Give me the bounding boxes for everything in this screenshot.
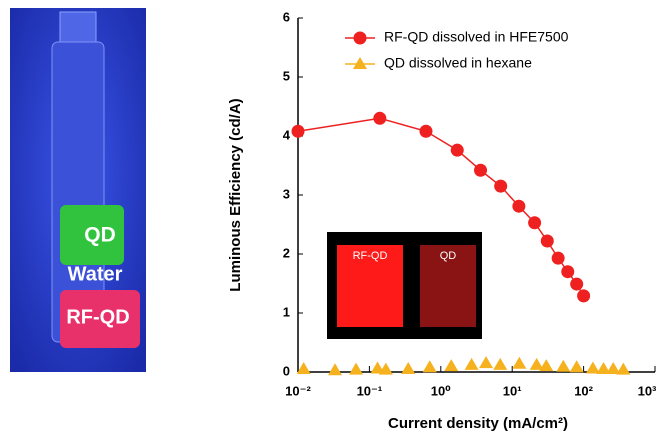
x-tick-label: 10⁻¹ [357, 383, 383, 398]
y-tick-label: 6 [283, 9, 290, 24]
data-point [570, 278, 583, 291]
legend-label: QD dissolved in hexane [384, 55, 532, 71]
y-tick-label: 4 [283, 127, 291, 142]
data-point [465, 358, 479, 370]
data-point [493, 358, 507, 370]
data-point [616, 363, 630, 375]
legend-label: RF-QD dissolved in HFE7500 [384, 29, 569, 45]
inset-label: QD [440, 250, 457, 262]
inset-label: RF-QD [353, 250, 388, 262]
x-tick-label: 10² [574, 383, 593, 398]
data-point [541, 235, 554, 248]
x-tick-label: 10⁻² [285, 383, 311, 398]
data-point [512, 200, 525, 213]
photo-label: Water [68, 263, 123, 285]
data-point [297, 362, 311, 374]
data-point [586, 361, 600, 373]
x-tick-label: 10³ [638, 383, 657, 398]
data-point [474, 164, 487, 177]
y-tick-label: 3 [283, 186, 290, 201]
photo: QD Water RF-QD [10, 8, 146, 372]
inset: RF-QD QD [327, 232, 482, 339]
data-point [373, 112, 386, 125]
y-tick-label: 5 [283, 68, 290, 83]
data-point [556, 360, 570, 372]
vial-cap [60, 12, 96, 42]
data-point [328, 363, 342, 375]
data-point [444, 359, 458, 371]
x-axis-label: Current density (mA/cm²) [388, 415, 568, 432]
x-tick-label: 10⁰ [431, 383, 451, 398]
y-tick-label: 0 [283, 363, 290, 378]
data-point [539, 359, 553, 371]
x-tick-label: 10¹ [503, 383, 522, 398]
y-axis-label: Luminous Efficiency (cd/A) [227, 98, 244, 291]
data-point [577, 289, 590, 302]
data-point [423, 360, 437, 372]
y-tick-label: 1 [283, 304, 290, 319]
photo-label: RF-QD [66, 306, 129, 328]
y-tick-label: 2 [283, 245, 290, 260]
data-point [451, 144, 464, 157]
data-point [349, 363, 363, 375]
data-point [419, 125, 432, 138]
data-point [512, 357, 526, 369]
data-point [494, 180, 507, 193]
photo-label: QD [84, 224, 116, 247]
legend-marker [353, 57, 367, 69]
data-point [292, 125, 305, 138]
legend-marker [354, 32, 367, 45]
data-point [401, 362, 415, 374]
data-point [552, 252, 565, 265]
figure: QD Water RF-QD RF-QD QD Luminous Efficie… [0, 0, 663, 439]
data-point [570, 360, 584, 372]
data-point [479, 356, 493, 368]
data-point [561, 265, 574, 278]
data-point [528, 216, 541, 229]
